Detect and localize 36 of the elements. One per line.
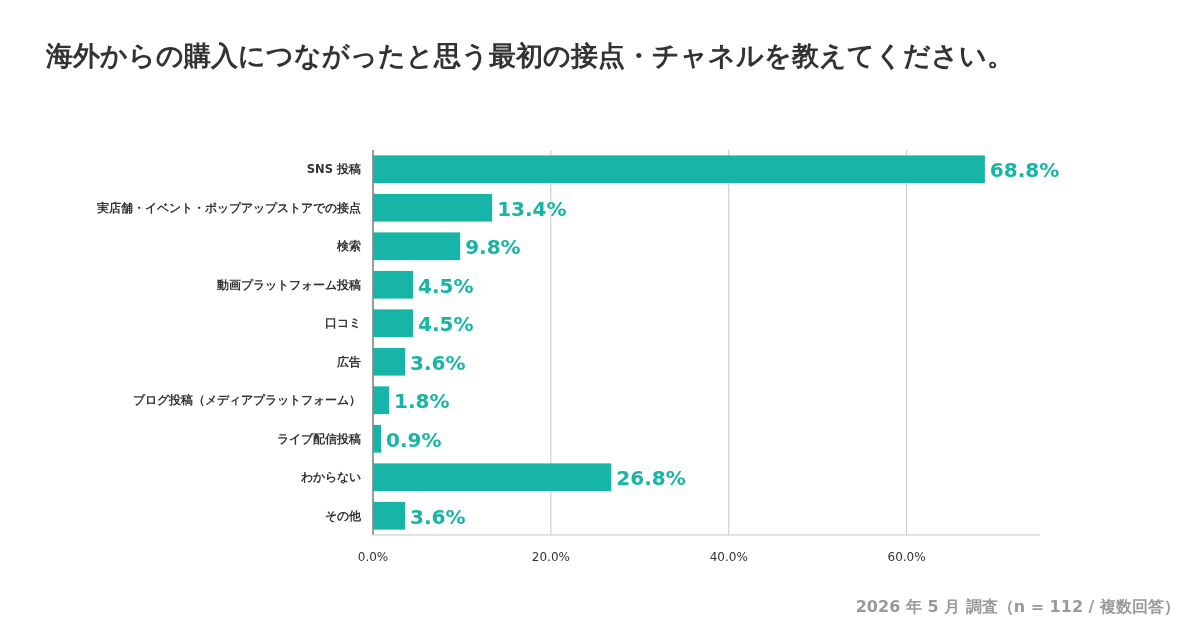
bar (373, 501, 406, 530)
y-tick-label: ライブ配信投稿 (277, 431, 361, 446)
data-label: 3.6% (410, 350, 466, 375)
y-tick-label: ブログ投稿（メディアプラットフォーム） (133, 393, 361, 408)
bar (373, 386, 390, 415)
x-tick-label: 0.0% (357, 550, 389, 564)
bar (373, 155, 985, 184)
x-tick-label: 20.0% (531, 550, 570, 564)
bar (373, 424, 381, 453)
y-tick-label: 動画プラットフォーム投稿 (216, 277, 361, 292)
data-label: 9.8% (465, 235, 521, 260)
data-label: 13.4% (497, 196, 567, 221)
y-tick-label: その他 (325, 508, 362, 523)
data-label: 0.9% (386, 427, 442, 452)
data-label: 4.5% (418, 273, 474, 298)
data-label: 3.6% (410, 504, 466, 529)
bar (373, 232, 461, 261)
x-tick-label: 60.0% (887, 550, 926, 564)
bar (373, 347, 406, 376)
y-tick-label: SNS 投稿 (306, 162, 361, 177)
y-tick-label: 実店舗・イベント・ポップアップストアでの接点 (96, 200, 361, 215)
bar (373, 309, 414, 338)
bar (373, 270, 414, 299)
y-tick-label: わからない (300, 470, 361, 485)
text: 2026 年 5 月 調査（n = 112 / 複数回答） (855, 597, 1180, 616)
x-tick-label: 40.0% (709, 550, 748, 564)
chart-title: 海外からの購入につながったと思う最初の接点・チャネルを教えてください。 (46, 39, 1015, 73)
y-tick-label: 口コミ (325, 316, 361, 331)
data-label: 68.8% (989, 158, 1060, 183)
bar (373, 463, 612, 492)
y-tick-label: 検索 (336, 239, 361, 254)
data-label: 4.5% (418, 312, 474, 337)
data-label: 26.8% (616, 466, 686, 491)
y-tick-label: 広告 (336, 354, 361, 369)
data-label: 1.8% (394, 389, 450, 414)
bar (373, 193, 493, 222)
